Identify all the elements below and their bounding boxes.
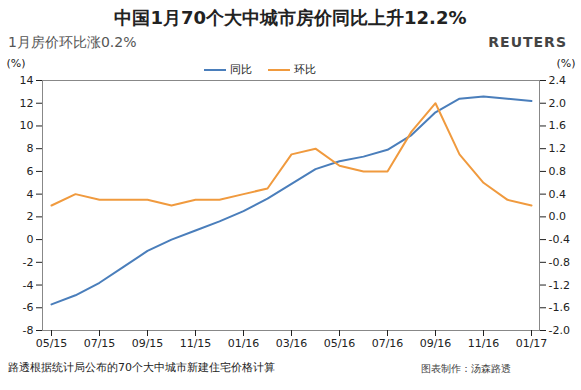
svg-text:6: 6 xyxy=(27,165,34,178)
html-text:REUTERS: REUTERS xyxy=(488,34,567,50)
svg-text:8: 8 xyxy=(27,142,34,155)
svg-text:07/15: 07/15 xyxy=(84,337,116,350)
svg-text:2.0: 2.0 xyxy=(549,97,567,110)
svg-text:12: 12 xyxy=(20,97,34,110)
html-text:1月房价环比涨0.2%: 1月房价环比涨0.2% xyxy=(8,34,137,50)
svg-text:09/16: 09/16 xyxy=(420,337,452,350)
svg-text:-2.0: -2.0 xyxy=(549,324,570,337)
svg-text:07/16: 07/16 xyxy=(372,337,404,350)
svg-text:10: 10 xyxy=(20,119,34,132)
svg-text:01/16: 01/16 xyxy=(228,337,260,350)
svg-text:-2: -2 xyxy=(23,256,34,269)
svg-text:-4: -4 xyxy=(23,279,34,292)
svg-text:-1.6: -1.6 xyxy=(549,301,570,314)
svg-text:05/15: 05/15 xyxy=(36,337,68,350)
svg-text:03/16: 03/16 xyxy=(276,337,308,350)
svg-text:0.8: 0.8 xyxy=(549,165,567,178)
svg-text:(%): (%) xyxy=(7,57,26,70)
svg-text:0.4: 0.4 xyxy=(549,188,567,201)
svg-text:2: 2 xyxy=(27,210,34,223)
svg-text:-1.2: -1.2 xyxy=(549,279,570,292)
svg-text:-0.4: -0.4 xyxy=(549,233,570,246)
svg-text:1.6: 1.6 xyxy=(549,119,567,132)
svg-text:11/16: 11/16 xyxy=(468,337,500,350)
svg-text:1.2: 1.2 xyxy=(549,142,567,155)
svg-text:0: 0 xyxy=(27,233,34,246)
svg-text:05/16: 05/16 xyxy=(324,337,356,350)
svg-text:-0.8: -0.8 xyxy=(549,256,570,269)
svg-text:-6: -6 xyxy=(23,301,34,314)
html-text:环比: 环比 xyxy=(294,63,316,76)
svg-text:0.0: 0.0 xyxy=(549,210,567,223)
svg-text:4: 4 xyxy=(27,188,34,201)
svg-text:-8: -8 xyxy=(23,324,34,337)
html-text:图表制作：汤森路透: 图表制作：汤森路透 xyxy=(421,363,511,374)
svg-text:11/15: 11/15 xyxy=(180,337,212,350)
svg-text:14: 14 xyxy=(20,74,34,87)
html-text:路透根据统计局公布的70个大中城市新建住宅价格计算: 路透根据统计局公布的70个大中城市新建住宅价格计算 xyxy=(8,361,275,374)
svg-text:2.4: 2.4 xyxy=(549,74,567,87)
svg-text:09/15: 09/15 xyxy=(132,337,164,350)
svg-text:(%): (%) xyxy=(556,57,575,70)
html-text:同比: 同比 xyxy=(230,63,252,76)
svg-text:01/17: 01/17 xyxy=(516,337,548,350)
html-text:中国1月70个大中城市房价同比上升12.2%: 中国1月70个大中城市房价同比上升12.2% xyxy=(114,7,467,28)
